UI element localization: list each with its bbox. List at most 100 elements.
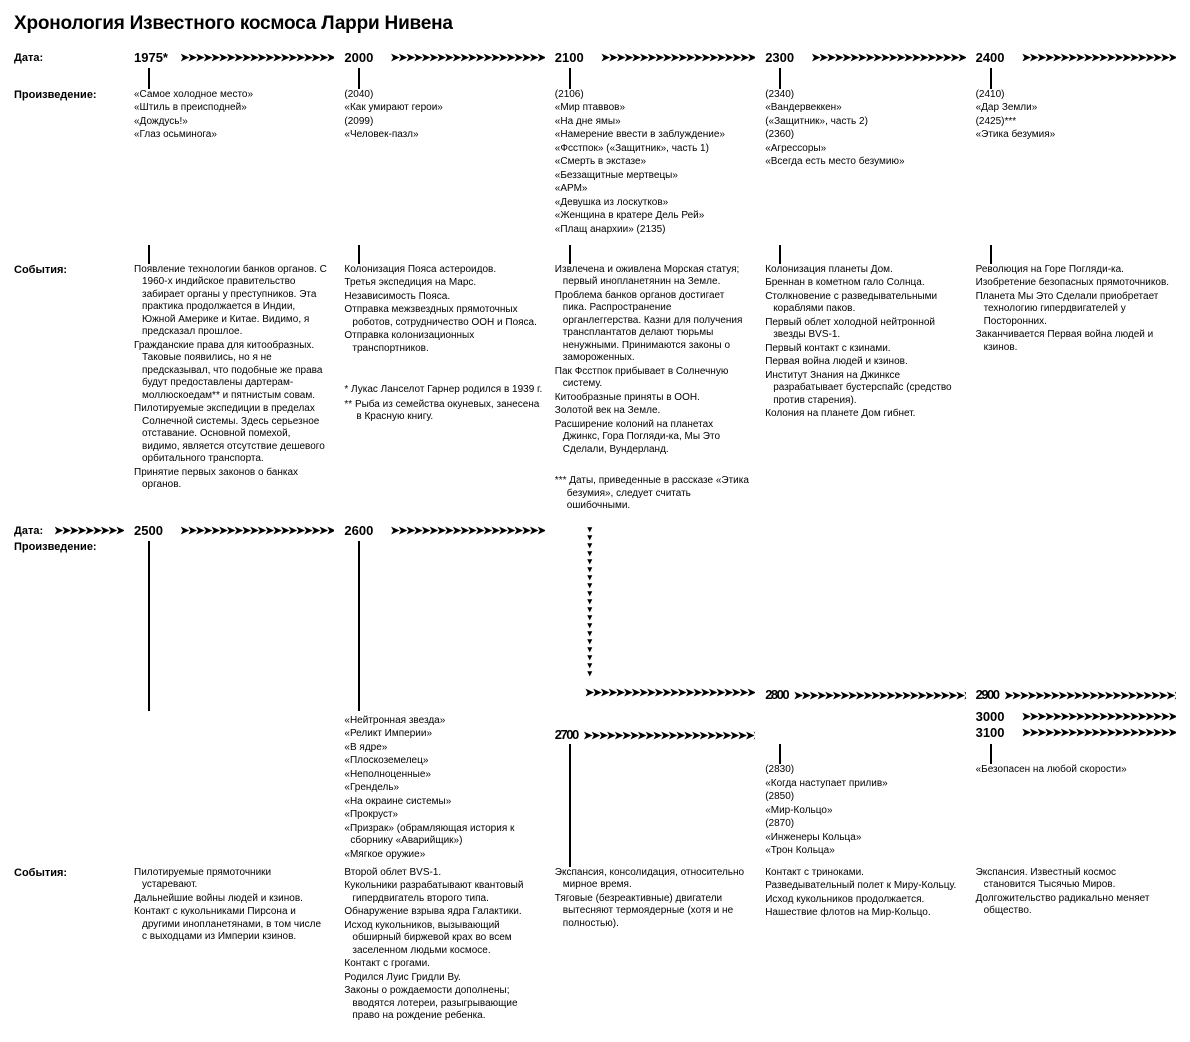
text-line: Революция на Горе Погляди-ка. — [976, 264, 1170, 277]
text-line: Долгожительство радикально меняет общест… — [976, 893, 1170, 918]
text-line: *** Даты, приведенные в рассказе «Этика … — [555, 475, 755, 513]
arrow-icon: 2700 ➤➤➤➤➤➤➤➤➤➤➤➤➤➤➤➤➤➤➤➤➤➤➤➤➤➤➤➤➤➤➤➤➤➤ — [555, 727, 755, 741]
text-line: Извлечена и оживлена Морская статуя; пер… — [555, 264, 749, 289]
text-line: (2360) — [765, 129, 959, 142]
arrow-icon: ➤➤➤➤➤➤➤➤➤➤➤➤➤➤➤➤➤➤➤➤➤➤➤➤➤➤➤➤➤➤➤➤➤➤ — [601, 52, 755, 66]
row1-events: События: Появление технологии банков орг… — [14, 262, 1176, 513]
text-line: «Штиль в преисподней» — [134, 102, 328, 115]
text-line: (2106) — [555, 89, 749, 102]
text-line: «На дне ямы» — [555, 116, 749, 129]
connector-line — [569, 744, 571, 765]
works-3100: «Безопасен на любой скорости» — [976, 762, 1176, 865]
text-line: «Мир-Кольцо» — [765, 805, 959, 818]
text-line: Колонизация планеты Дом. — [765, 264, 959, 277]
text-line: «Девушка из лоскутков» — [555, 197, 749, 210]
text-line: Пилотируемые прямоточники устаревают. — [134, 867, 328, 892]
date-2500: 2500➤➤➤➤➤➤➤➤➤➤➤➤➤➤➤➤➤➤➤➤➤➤➤➤➤➤➤➤➤➤➤➤➤➤ — [134, 523, 334, 540]
text-line: Расширение колоний на планетах Джинкс, Г… — [555, 419, 749, 457]
arrow-icon: ➤➤➤➤➤➤➤➤➤➤➤➤➤➤➤➤➤➤➤➤➤➤➤➤➤➤➤➤➤➤➤➤➤➤ — [390, 52, 544, 66]
text-line: Бреннан в кометном гало Солнца. — [765, 277, 959, 290]
text-line: Законы о рождаемости дополнены; вводятся… — [344, 985, 538, 1023]
arrow-icon: ➤➤➤➤➤➤➤➤➤➤➤➤➤➤➤➤➤➤➤➤➤➤➤➤➤➤➤➤➤➤➤➤➤➤ — [1022, 52, 1176, 66]
text-line: Столкновение с разведывательными корабля… — [765, 291, 959, 316]
events-2800: Контакт с триноками.Разведывательный пол… — [765, 865, 965, 1030]
arrow-icon: ➤➤➤➤➤➤➤➤➤➤➤➤➤➤➤➤➤➤➤➤➤➤➤➤➤➤➤➤➤➤➤➤➤➤ — [390, 525, 544, 539]
text-line: («Защитник», часть 2) — [765, 116, 959, 129]
date-3100: 3100➤➤➤➤➤➤➤➤➤➤➤➤➤➤➤➤➤➤➤➤➤➤➤➤➤➤➤➤➤➤➤➤➤➤ — [976, 725, 1176, 742]
text-line: Исход кукольников продолжается. — [765, 894, 959, 907]
text-line: Китообразные приняты в ООН. — [555, 392, 749, 405]
date-1975: 1975*➤➤➤➤➤➤➤➤➤➤➤➤➤➤➤➤➤➤➤➤➤➤➤➤➤➤➤➤➤➤➤➤➤➤ — [134, 50, 334, 67]
connector-line — [358, 541, 544, 711]
works-2000: (2040)«Как умирают герои»(2099)«Человек-… — [344, 87, 544, 244]
row1-conn — [14, 66, 1176, 87]
events-2100: Извлечена и оживлена Морская статуя; пер… — [555, 262, 755, 464]
text-line: Исход кукольников, вызывающий обширный б… — [344, 920, 538, 958]
connector-line — [569, 68, 571, 89]
text-line: Первый облет холодной нейтронной звезды … — [765, 317, 959, 342]
text-line: «Вандервеккен» — [765, 102, 959, 115]
text-line: * Лукас Ланселот Гарнер родился в 1939 г… — [344, 384, 544, 397]
works-2400: (2410)«Дар Земли»(2425)***«Этика безумия… — [976, 87, 1176, 244]
row2-dates-c: 2700 ➤➤➤➤➤➤➤➤➤➤➤➤➤➤➤➤➤➤➤➤➤➤➤➤➤➤➤➤➤➤➤➤➤➤ … — [14, 725, 1176, 742]
text-line: Заканчивается Первая война людей и кзино… — [976, 329, 1170, 354]
works-1975: «Самое холодное место»«Штиль в преисподн… — [134, 87, 334, 244]
date-3000: 3000➤➤➤➤➤➤➤➤➤➤➤➤➤➤➤➤➤➤➤➤➤➤➤➤➤➤➤➤➤➤➤➤➤➤ — [976, 709, 1176, 726]
text-line: Первая война людей и кзинов. — [765, 356, 959, 369]
text-line: Принятие первых законов о банках органов… — [134, 467, 328, 492]
footnotes-col3: *** Даты, приведенные в рассказе «Этика … — [555, 475, 755, 513]
text-line: (2099) — [344, 116, 538, 129]
text-line: «Трон Кольца» — [765, 845, 959, 858]
text-line: Золотой век на Земле. — [555, 405, 749, 418]
arrow-icon: ➤➤➤➤➤➤➤➤➤➤➤➤➤➤➤➤➤➤➤➤➤➤➤➤➤➤➤➤➤➤➤➤➤➤ — [180, 52, 334, 66]
works-2100: (2106)«Мир птаввов»«На дне ямы»«Намерени… — [555, 87, 755, 244]
text-line: «Когда наступает прилив» — [765, 778, 959, 791]
text-line: «Фсстпок» («Защитник», часть 1) — [555, 143, 749, 156]
connector-line — [148, 68, 150, 89]
date-2100: 2100➤➤➤➤➤➤➤➤➤➤➤➤➤➤➤➤➤➤➤➤➤➤➤➤➤➤➤➤➤➤➤➤➤➤ — [555, 50, 755, 67]
text-line: Третья экспедиция на Марс. — [344, 277, 538, 290]
connector-line — [779, 744, 781, 765]
text-line: (2040) — [344, 89, 538, 102]
text-line: Изобретение безопасных прямоточников. — [976, 277, 1170, 290]
date-2700b: 2700 ➤➤➤➤➤➤➤➤➤➤➤➤➤➤➤➤➤➤➤➤➤➤➤➤➤➤➤➤➤➤➤➤➤➤ — [555, 725, 755, 742]
text-line: Институт Знания на Джинксе разрабатывает… — [765, 370, 959, 408]
text-line: Родился Луис Гридли Ву. — [344, 972, 538, 985]
connector-line — [148, 541, 150, 711]
connector-line — [990, 68, 992, 89]
row2-conn — [14, 742, 1176, 763]
row2-events: События: Пилотируемые прямоточники устар… — [14, 865, 1176, 1030]
arrow-turn: ▾▾▾▾▾▾▾▾▾▾▾▾▾▾▾▾▾▾▾ — [555, 523, 755, 540]
text-line: «Мир птаввов» — [555, 102, 749, 115]
text-line: «Как умирают герои» — [344, 102, 538, 115]
connector-line — [358, 68, 360, 89]
text-line: «Безопасен на любой скорости» — [976, 764, 1170, 777]
text-line: Планета Мы Это Сделали приобретает техно… — [976, 291, 1170, 329]
arrow-icon: 2800 ➤➤➤➤➤➤➤➤➤➤➤➤➤➤➤➤➤➤➤➤➤➤➤➤➤➤➤➤➤➤➤➤➤➤ — [765, 687, 965, 701]
events-2500: Пилотируемые прямоточники устаревают.Дал… — [134, 865, 334, 1030]
text-line: «Намерение ввести в заблуждение» — [555, 129, 749, 142]
row1-works: Произведение: «Самое холодное место»«Шти… — [14, 87, 1176, 244]
text-line: Экспансия. Известный космос становится Т… — [976, 867, 1170, 892]
text-line: «Беззащитные мертвецы» — [555, 170, 749, 183]
text-line: Пилотируемые экспедиции в пределах Солне… — [134, 403, 328, 466]
text-line: Пак Фсстпок прибывает в Солнечную систем… — [555, 366, 749, 391]
label-date: Дата: — [14, 50, 124, 67]
text-line: Тяговые (безреактивные) двигатели вытесн… — [555, 893, 749, 931]
arrow-icon: ➤➤➤➤➤➤➤➤➤➤➤➤➤➤➤➤➤➤➤➤➤➤➤➤➤➤➤➤➤➤➤➤➤➤ — [811, 52, 965, 66]
text-line: «Дождусь!» — [134, 116, 328, 129]
text-line: Кукольники разрабатывают квантовый гипер… — [344, 880, 538, 905]
label-events: События: — [14, 865, 124, 1030]
label-events: События: — [14, 262, 124, 513]
text-line: Проблема банков органов достигает пика. … — [555, 290, 749, 365]
text-line: Разведывательный полет к Миру-Кольцу. — [765, 880, 959, 893]
text-line: «Дар Земли» — [976, 102, 1170, 115]
works-2300: (2340)«Вандервеккен»(«Защитник», часть 2… — [765, 87, 965, 244]
text-line: (2850) — [765, 791, 959, 804]
events-2700: Экспансия, консолидация, относительно ми… — [555, 865, 755, 1030]
page-title: Хронология Известного космоса Ларри Ниве… — [14, 12, 1176, 36]
arrow-icon: ➤➤➤➤➤➤➤➤➤➤➤➤➤➤➤➤➤➤➤➤➤➤➤➤➤➤➤➤➤➤➤➤➤➤ — [54, 525, 124, 539]
text-line: (2830) — [765, 764, 959, 777]
label-work: Произведение: — [14, 87, 124, 244]
row1-conn2 — [14, 243, 1176, 262]
